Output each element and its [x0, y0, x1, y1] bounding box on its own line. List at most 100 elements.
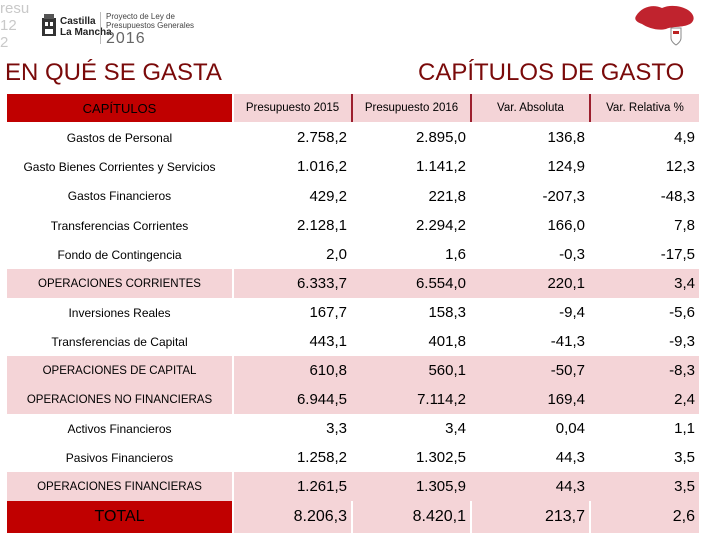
cell-var-abs: 136,8: [547, 129, 585, 146]
row-label: OPERACIONES FINANCIERAS: [7, 472, 232, 501]
table-row: OPERACIONES CORRIENTES 6.333,7 6.554,0 220,…: [7, 269, 699, 298]
cell-var-rel: 2,4: [674, 391, 695, 408]
crest-icon: [42, 14, 56, 36]
page-header: resu 12 2 Castilla La Mancha Proyecto de L…: [0, 0, 720, 55]
cell-var-abs: 169,4: [547, 391, 585, 408]
presupuestos-caption: Proyecto de Ley de Presupuestos Generale…: [106, 12, 194, 30]
table-row: Fondo de Contingencia 2,0 1,6 -0,3 -17,5: [7, 240, 699, 269]
cell-p2016: 1,6: [445, 246, 466, 263]
table-row: Transferencias Corrientes 2.128,1 2.294,2 1…: [7, 211, 699, 240]
table-row: Gastos de Personal 2.758,2 2.895,0 136,8 4,9: [7, 123, 699, 152]
cell-p2016: 560,1: [428, 362, 466, 379]
cell-p2015: 1.261,5: [296, 478, 347, 495]
cell-var-abs: 213,7: [472, 501, 589, 533]
row-label: OPERACIONES DE CAPITAL: [7, 356, 232, 385]
decorative-glyphs: resu 12 2: [0, 0, 30, 51]
row-label: Inversiones Reales: [68, 305, 171, 320]
header-var-rel: Var. Relativa %: [591, 94, 699, 122]
row-label: Gasto Bienes Corrientes y Servicios: [23, 159, 216, 174]
cell-p2015: 610,8: [309, 362, 347, 379]
logo-line1: Castilla: [60, 16, 96, 27]
cell-var-rel: 3,5: [674, 478, 695, 495]
cell-var-rel: 1,1: [674, 420, 695, 437]
table-row: Activos Financieros 3,3 3,4 0,04 1,1: [7, 414, 699, 443]
cell-p2015: 8.206,3: [234, 501, 351, 533]
cell-var-abs: 166,0: [547, 217, 585, 234]
cell-p2016: 2.294,2: [415, 217, 466, 234]
table-row: OPERACIONES NO FINANCIERAS 6.944,5 7.114,2…: [7, 385, 699, 414]
cell-p2015: 1.258,2: [296, 449, 347, 466]
cell-p2015: 1.016,2: [296, 158, 347, 175]
table-row: Gasto Bienes Corrientes y Servicios 1.016…: [7, 152, 699, 181]
cell-p2015: 2.758,2: [296, 129, 347, 146]
title-left: EN QUÉ SE GASTA: [5, 59, 222, 86]
cell-var-abs: -41,3: [550, 333, 585, 350]
cell-p2015: 429,2: [309, 187, 347, 205]
header-capitulos: CAPÍTULOS: [7, 94, 232, 122]
cell-p2016: 1.302,5: [415, 449, 466, 466]
column-gap: [232, 94, 234, 539]
cell-var-abs: 0,04: [555, 420, 585, 437]
cell-var-abs: -50,7: [550, 362, 585, 379]
table-row: Pasivos Financieros 1.258,2 1.302,5 44,3 3,5: [7, 443, 699, 472]
cell-p2016: 1.141,2: [415, 158, 466, 175]
row-label: Gastos de Personal: [66, 130, 173, 145]
pres-line1: Proyecto de Ley de: [106, 12, 175, 21]
year-label: 2016: [106, 30, 146, 47]
cell-p2015: 167,7: [309, 304, 347, 321]
cell-var-rel: 2,6: [591, 501, 699, 533]
row-label: Pasivos Financieros: [65, 450, 174, 465]
cell-p2015: 6.944,5: [296, 391, 347, 408]
row-label: Fondo de Contingencia: [57, 247, 182, 262]
cell-p2016: 6.554,0: [415, 275, 466, 292]
row-label: OPERACIONES CORRIENTES: [7, 269, 232, 298]
row-label: Gastos Financieros: [67, 189, 172, 203]
cell-p2015: 443,1: [309, 333, 347, 350]
cell-p2015: 2.128,1: [296, 217, 347, 234]
table-row: OPERACIONES DE CAPITAL 610,8 560,1 -50,7 -8,…: [7, 356, 699, 385]
header-p2016: Presupuesto 2016: [353, 94, 470, 122]
logo-text: Castilla La Mancha: [60, 16, 112, 38]
cell-var-rel: 7,8: [674, 217, 695, 234]
row-label: Activos Financieros: [67, 421, 172, 436]
cell-var-rel: -9,3: [669, 333, 695, 350]
cell-var-abs: 44,3: [555, 449, 585, 466]
cell-var-rel: -5,6: [669, 304, 695, 321]
cell-p2016: 1.305,9: [415, 478, 466, 495]
cell-var-abs: -0,3: [559, 246, 585, 263]
title-right: CAPÍTULOS DE GASTO: [418, 59, 685, 86]
table-row: Gastos Financieros 429,2 221,8 -207,3 -48,3: [7, 181, 699, 211]
pres-line2: Presupuestos Generales: [106, 21, 195, 30]
logo-line2: La Mancha: [60, 27, 112, 38]
shield-icon: [670, 27, 682, 46]
cell-var-rel: -8,3: [669, 362, 695, 379]
cell-p2016: 401,8: [428, 333, 466, 350]
cell-p2016: 8.420,1: [353, 501, 470, 533]
cell-p2015: 3,3: [326, 420, 347, 437]
row-label: OPERACIONES NO FINANCIERAS: [7, 385, 232, 414]
row-label: TOTAL: [7, 501, 232, 533]
cell-p2016: 2.895,0: [415, 129, 466, 146]
cell-p2015: 6.333,7: [296, 275, 347, 292]
cell-p2016: 7.114,2: [417, 391, 466, 408]
table-row: TOTAL 8.206,3 8.420,1 213,7 2,6: [7, 501, 699, 533]
cell-var-rel: -48,3: [660, 187, 695, 205]
cell-p2016: 3,4: [445, 420, 466, 437]
cell-var-rel: 3,5: [674, 449, 695, 466]
cell-var-abs: 220,1: [547, 275, 585, 292]
table-header-row: CAPÍTULOS Presupuesto 2015 Presupuesto 2…: [7, 94, 699, 122]
cell-var-abs: 44,3: [555, 478, 585, 495]
cell-p2016: 158,3: [428, 304, 466, 321]
cell-p2016: 221,8: [428, 187, 466, 205]
cell-var-rel: -17,5: [660, 246, 695, 263]
cell-var-abs: 124,9: [547, 158, 585, 175]
deco-glyph: 2: [0, 34, 9, 51]
region-map-icon: [635, 5, 694, 30]
cell-var-rel: 3,4: [674, 275, 695, 292]
header-var-abs: Var. Absoluta: [472, 94, 589, 122]
cell-p2015: 2,0: [326, 246, 347, 263]
logo-separator: [100, 12, 101, 44]
cell-var-abs: -9,4: [559, 304, 585, 321]
cell-var-rel: 12,3: [665, 158, 695, 175]
deco-glyph: resu: [0, 0, 30, 17]
